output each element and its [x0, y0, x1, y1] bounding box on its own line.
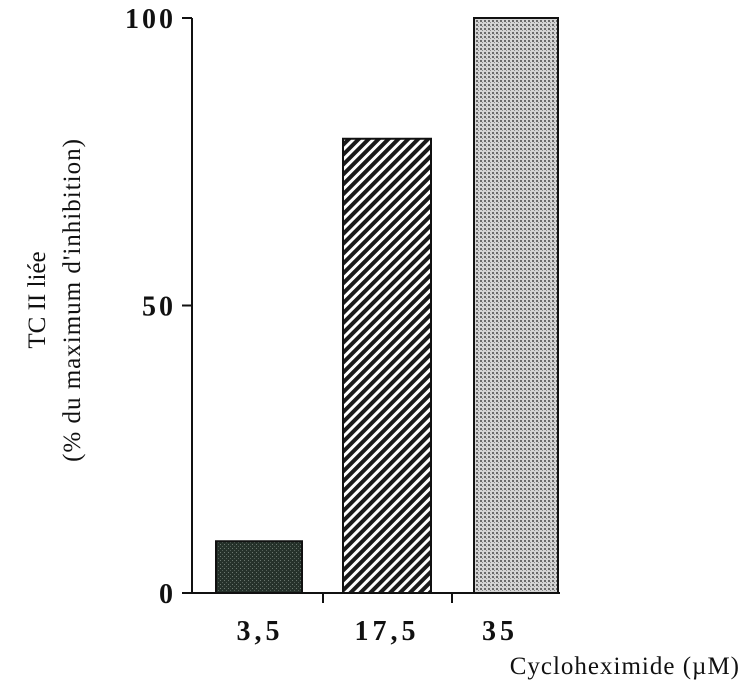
x-tick-label-1: 3,5	[237, 616, 284, 647]
y-tick-label-0: 0	[159, 579, 176, 610]
x-tick-label-3: 35	[482, 616, 518, 647]
x-axis-label: Cycloheximide (µM)	[510, 653, 740, 680]
y-tick-label-100: 100	[125, 4, 176, 35]
y-tick-label-50: 50	[142, 292, 176, 323]
bar-1	[215, 540, 303, 594]
x-tick-label-2: 17,5	[355, 616, 420, 647]
bar-2	[342, 137, 432, 594]
y-axis-label-line2: (% du maximum d'inhibition)	[59, 138, 86, 462]
y-axis-label-line1: TC II liée	[24, 251, 51, 348]
bar-3	[473, 17, 559, 594]
